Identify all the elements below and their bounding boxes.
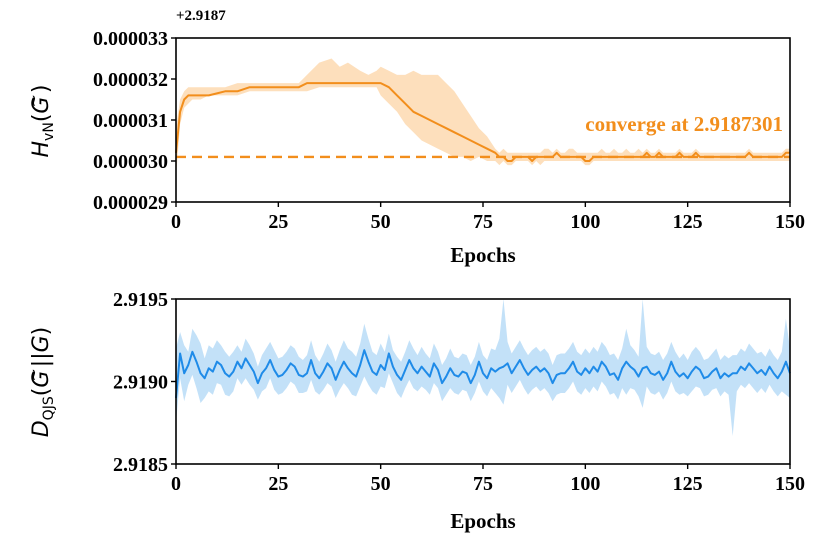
entropy-y-axis-label: HvN(G~) <box>24 85 57 158</box>
divergence-mean-line <box>175 349 791 399</box>
x-tick-label: 150 <box>775 473 805 495</box>
entropy-std-band <box>176 58 790 178</box>
divergence-x-axis-label: Epochs <box>450 509 515 533</box>
converge-annotation: converge at 2.9187301 <box>585 112 783 136</box>
entropy-chart: 0 25 50 75 100 125 150 0.000029 0.000030 0.00003… <box>24 8 805 267</box>
x-tick-label: 0 <box>171 473 181 495</box>
y-tick-label: 2.9185 <box>113 454 168 476</box>
y-tick-label: 2.9195 <box>113 289 168 311</box>
y-tick-label: 0.000032 <box>93 69 168 91</box>
divergence-std-band <box>176 299 790 436</box>
x-tick-label: 75 <box>473 211 493 233</box>
x-tick-label: 150 <box>775 211 805 233</box>
divergence-chart: 0 25 50 75 100 125 150 2.9185 2.9190 2.9195 Epoc… <box>24 289 805 533</box>
divergence-x-ticks: 0 25 50 75 100 125 150 <box>171 464 805 495</box>
divergence-y-ticks: 2.9185 2.9190 2.9195 <box>113 289 176 476</box>
x-tick-label: 100 <box>570 473 600 495</box>
entropy-mean-line <box>175 82 790 162</box>
y-tick-label: 0.000031 <box>93 110 168 132</box>
x-tick-label: 50 <box>371 473 391 495</box>
entropy-x-ticks: 0 25 50 75 100 125 150 <box>171 202 805 233</box>
x-tick-label: 0 <box>171 211 181 233</box>
x-tick-label: 100 <box>570 211 600 233</box>
y-tick-label: 0.000030 <box>93 151 168 173</box>
y-tick-label: 0.000029 <box>93 192 168 214</box>
entropy-y-offset-text: +2.9187 <box>176 8 226 24</box>
y-tick-label: 2.9190 <box>113 372 168 394</box>
divergence-y-axis-label: DQJS(G~||G) <box>24 327 57 438</box>
x-tick-label: 125 <box>673 473 703 495</box>
x-tick-label: 75 <box>473 473 493 495</box>
entropy-y-ticks: 0.000029 0.000030 0.000031 0.000032 0.000033 <box>93 28 176 214</box>
x-tick-label: 25 <box>268 473 288 495</box>
entropy-x-axis-label: Epochs <box>450 243 515 267</box>
y-tick-label: 0.000033 <box>93 28 168 50</box>
x-tick-label: 50 <box>371 211 391 233</box>
x-tick-label: 25 <box>268 211 288 233</box>
x-tick-label: 125 <box>673 211 703 233</box>
